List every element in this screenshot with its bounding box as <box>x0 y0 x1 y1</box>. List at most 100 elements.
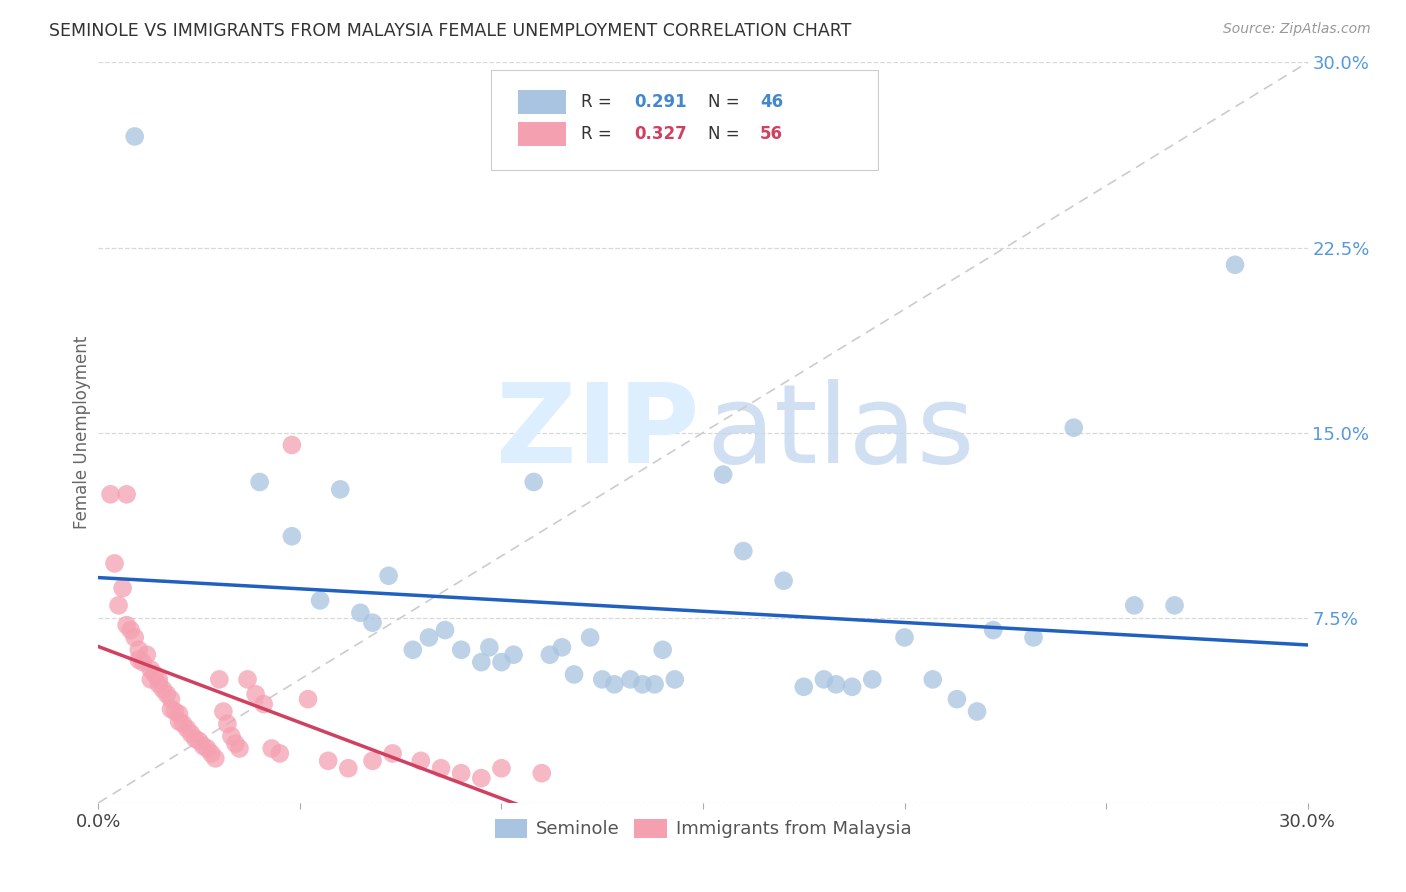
Point <box>172 716 194 731</box>
Point <box>212 705 235 719</box>
Point <box>491 655 513 669</box>
Point <box>281 529 304 543</box>
Point <box>793 680 815 694</box>
Point <box>619 673 641 687</box>
Text: 46: 46 <box>759 93 783 111</box>
Point <box>579 631 602 645</box>
Point <box>120 623 142 637</box>
Point <box>409 754 432 768</box>
Point <box>523 475 546 489</box>
Point <box>124 129 146 144</box>
Point <box>377 568 399 582</box>
Point <box>329 483 352 497</box>
Point <box>128 653 150 667</box>
Text: 56: 56 <box>759 125 783 143</box>
Point <box>193 739 215 753</box>
Text: 0.327: 0.327 <box>634 125 686 143</box>
Point <box>139 673 162 687</box>
Point <box>115 487 138 501</box>
Point <box>450 766 472 780</box>
Point <box>1223 258 1246 272</box>
FancyBboxPatch shape <box>517 121 567 146</box>
Point <box>245 687 267 701</box>
Point <box>107 599 129 613</box>
Point <box>160 692 183 706</box>
Point <box>176 722 198 736</box>
Point <box>418 631 440 645</box>
Point <box>860 673 883 687</box>
Point <box>733 544 755 558</box>
Point <box>100 487 122 501</box>
FancyBboxPatch shape <box>492 70 879 169</box>
Point <box>1022 631 1045 645</box>
Point <box>135 648 157 662</box>
Point <box>281 438 304 452</box>
Point <box>711 467 734 482</box>
Point <box>163 705 186 719</box>
Text: R =: R = <box>581 125 617 143</box>
Point <box>530 766 553 780</box>
Point <box>825 677 848 691</box>
Point <box>156 687 179 701</box>
Point <box>167 706 190 721</box>
Point <box>132 655 155 669</box>
Text: ZIP: ZIP <box>496 379 699 486</box>
Point <box>236 673 259 687</box>
Point <box>1163 599 1185 613</box>
Text: 0.291: 0.291 <box>634 93 686 111</box>
Point <box>152 682 174 697</box>
Point <box>651 642 673 657</box>
Point <box>148 677 170 691</box>
Point <box>470 771 492 785</box>
Point <box>269 747 291 761</box>
Point <box>538 648 561 662</box>
Point <box>143 667 166 681</box>
Point <box>631 677 654 691</box>
Point <box>966 705 988 719</box>
Point <box>551 640 574 655</box>
Point <box>644 677 666 691</box>
Point <box>478 640 501 655</box>
Point <box>224 737 246 751</box>
Text: N =: N = <box>707 93 745 111</box>
Point <box>115 618 138 632</box>
Y-axis label: Female Unemployment: Female Unemployment <box>73 336 91 529</box>
Point <box>430 761 453 775</box>
Point <box>813 673 835 687</box>
Point <box>361 615 384 630</box>
Legend: Seminole, Immigrants from Malaysia: Seminole, Immigrants from Malaysia <box>488 812 918 846</box>
Point <box>253 697 276 711</box>
Point <box>402 642 425 657</box>
Point <box>139 663 162 677</box>
Point <box>450 642 472 657</box>
Text: Source: ZipAtlas.com: Source: ZipAtlas.com <box>1223 22 1371 37</box>
Point <box>217 716 239 731</box>
Point <box>124 631 146 645</box>
Point <box>128 642 150 657</box>
Point <box>195 741 218 756</box>
Point <box>664 673 686 687</box>
Point <box>309 593 332 607</box>
Text: atlas: atlas <box>707 379 976 486</box>
Point <box>184 731 207 746</box>
Point <box>204 751 226 765</box>
Point <box>148 673 170 687</box>
Point <box>893 631 915 645</box>
Point <box>316 754 339 768</box>
Point <box>208 673 231 687</box>
Text: SEMINOLE VS IMMIGRANTS FROM MALAYSIA FEMALE UNEMPLOYMENT CORRELATION CHART: SEMINOLE VS IMMIGRANTS FROM MALAYSIA FEM… <box>49 22 852 40</box>
Point <box>111 581 134 595</box>
Point <box>502 648 524 662</box>
Point <box>841 680 863 694</box>
Point <box>562 667 585 681</box>
Text: N =: N = <box>707 125 745 143</box>
Point <box>470 655 492 669</box>
Point <box>361 754 384 768</box>
Point <box>200 747 222 761</box>
Point <box>434 623 457 637</box>
Point <box>772 574 794 588</box>
Point <box>260 741 283 756</box>
Text: R =: R = <box>581 93 617 111</box>
Point <box>946 692 969 706</box>
Point <box>981 623 1004 637</box>
